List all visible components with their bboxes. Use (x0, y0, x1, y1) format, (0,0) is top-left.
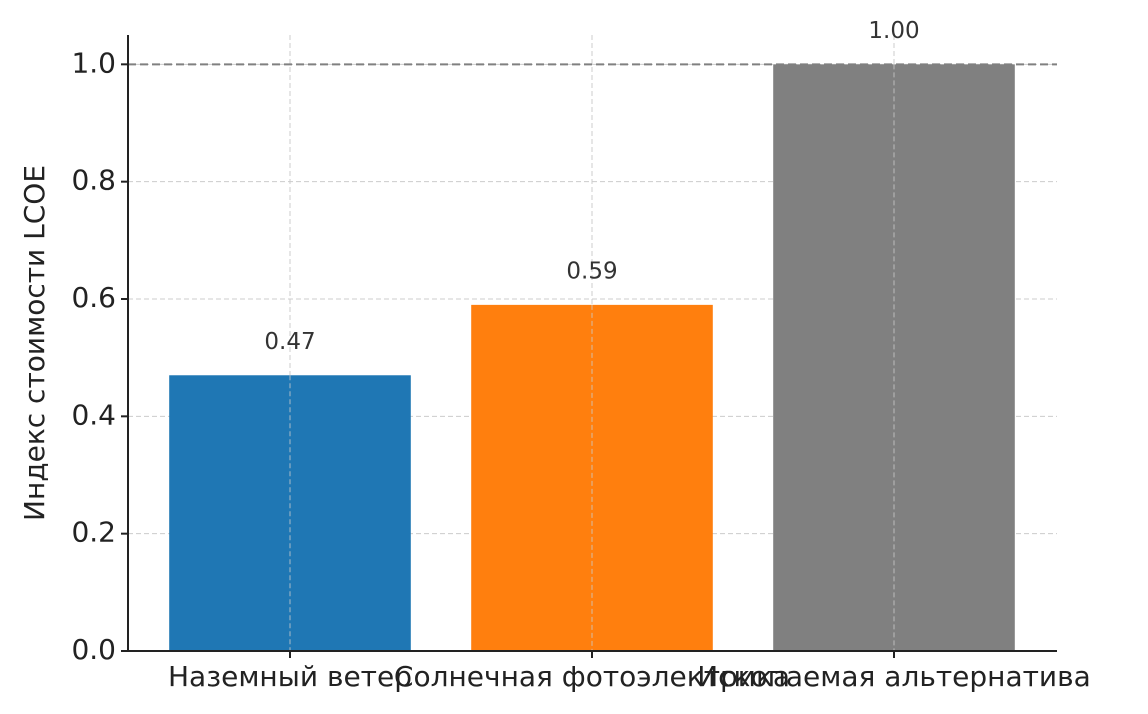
x-tick-label: Солнечная фотоэлектрика (394, 660, 790, 693)
y-tick-label: 1.0 (71, 46, 116, 79)
y-tick-label: 0.8 (71, 164, 116, 197)
value-label: 0.47 (264, 329, 315, 355)
y-tick-label: 0.2 (71, 516, 116, 549)
value-label: 1.00 (868, 18, 919, 44)
x-tick-label: Ископаемая альтернатива (697, 660, 1091, 693)
y-tick-label: 0.4 (71, 398, 116, 431)
y-tick-label: 0.6 (71, 281, 116, 314)
x-tick-label: Наземный ветер (168, 660, 412, 693)
y-tick-label: 0.0 (71, 633, 116, 666)
y-axis-label: Индекс стоимости LCOE (18, 165, 51, 521)
value-label: 0.59 (566, 258, 617, 284)
